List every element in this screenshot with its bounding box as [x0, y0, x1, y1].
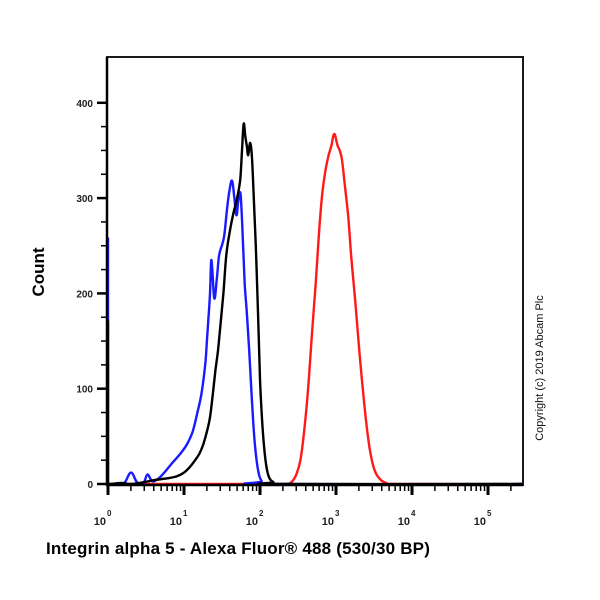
y-tick-label: 300: [76, 194, 93, 205]
x-tick-label-base: 10: [246, 516, 258, 528]
x-tick-label-exponent: 5: [487, 509, 492, 518]
y-tick-label: 0: [87, 480, 93, 491]
x-tick-label-exponent: 4: [411, 509, 416, 518]
x-tick-label-base: 10: [170, 516, 182, 528]
y-axis-ticks: 0 100 200 300 400: [76, 99, 107, 491]
copyright-notice: Copyright (c) 2019 Abcam Plc: [534, 295, 546, 441]
x-tick-label-exponent: 2: [259, 509, 264, 518]
y-tick-label: 200: [76, 289, 93, 300]
histogram-series: [105, 122, 523, 487]
plot-frame: [106, 56, 524, 486]
y-tick-label: 100: [76, 385, 93, 396]
x-tick-label-exponent: 3: [335, 509, 340, 518]
x-tick-label-exponent: 1: [183, 509, 188, 518]
x-tick-label-base: 10: [322, 516, 334, 528]
histogram-line-red: [107, 132, 523, 486]
histogram-line-black: [105, 122, 523, 486]
x-tick-label-base: 10: [474, 516, 486, 528]
x-axis-label: Integrin alpha 5 - Alexa Fluor® 488 (530…: [46, 539, 431, 558]
x-tick-label-exponent: 0: [107, 509, 112, 518]
x-tick-label-base: 10: [94, 516, 106, 528]
x-tick-label-base: 10: [398, 516, 410, 528]
y-tick-label: 400: [76, 99, 93, 110]
y-axis-label: Count: [29, 247, 48, 297]
histogram-line-blue: [106, 179, 523, 487]
